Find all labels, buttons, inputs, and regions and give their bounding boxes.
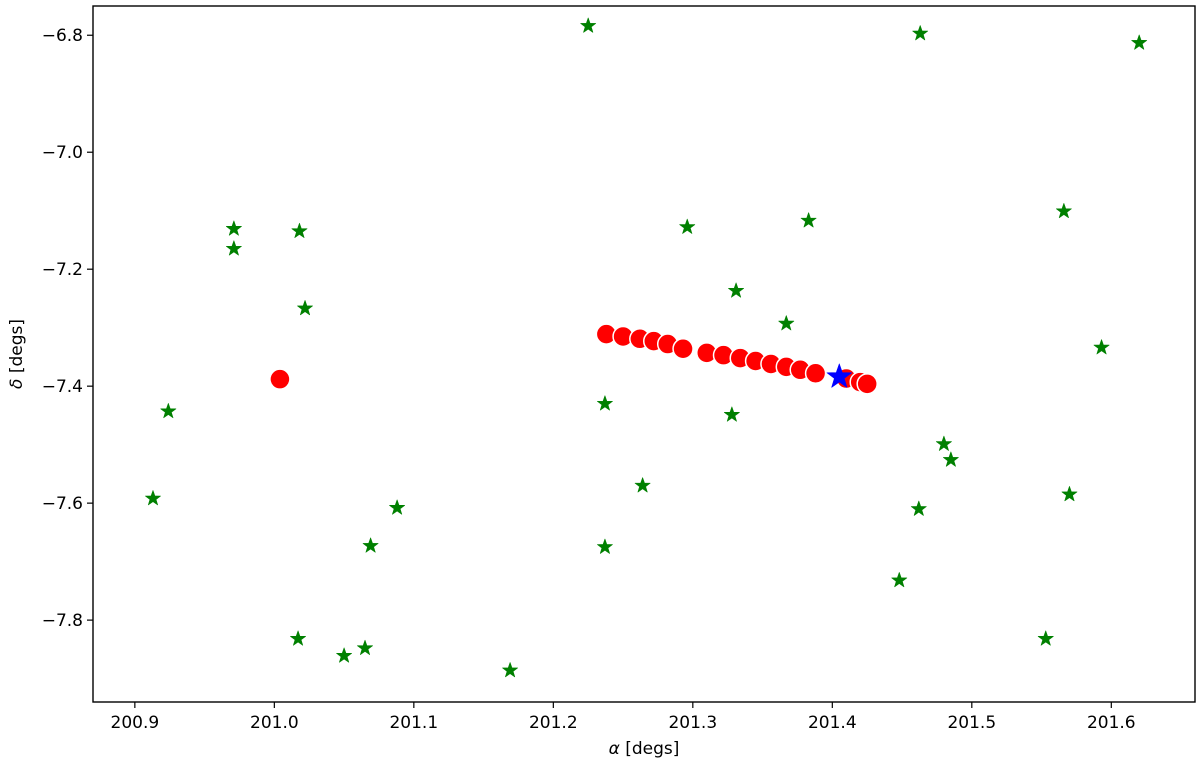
- series-0-point-4: [225, 240, 242, 256]
- series-0-point-13: [357, 639, 373, 655]
- series-0-point-1: [912, 25, 929, 41]
- series-0-point-2: [1131, 34, 1148, 50]
- y-axis: −6.8 −7.0 −7.2 −7.4 −7.6 −7.8: [42, 26, 93, 631]
- series-0-point-9: [389, 499, 405, 515]
- plot-area-frame: [92, 5, 1196, 703]
- x-tick-label-2: 201.1: [389, 713, 438, 733]
- x-tick-label-7: 201.6: [1087, 713, 1136, 733]
- y-tick-label-1: −7.0: [42, 143, 83, 163]
- series-0-point-18: [679, 218, 696, 234]
- x-tick-label-6: 201.5: [947, 713, 996, 733]
- series-0-point-11: [290, 630, 306, 646]
- y-tick-label-0: −6.8: [42, 26, 83, 46]
- series-0-point-7: [160, 403, 177, 419]
- series-0-point-8: [145, 490, 161, 506]
- series-0-point-17: [634, 477, 651, 493]
- x-tick-label-3: 201.2: [529, 713, 578, 733]
- x-axis: 200.9 201.0 201.1 201.2 201.3 201.4 201.5 201.6: [111, 702, 1136, 733]
- series-0-point-29: [1061, 486, 1078, 502]
- series-0-point-0: [580, 17, 597, 33]
- y-tick-label-3: −7.4: [42, 377, 83, 397]
- series-2: [826, 363, 852, 388]
- series-0-point-16: [597, 538, 613, 554]
- series-0-point-14: [502, 662, 518, 678]
- series-1: [269, 323, 878, 395]
- series-0-point-10: [362, 537, 379, 553]
- series-0-point-30: [1093, 339, 1110, 355]
- series-1-point-14: [804, 362, 827, 385]
- series-0-point-21: [778, 315, 795, 331]
- series-1-point-0: [269, 368, 291, 390]
- y-tick-label-5: −7.8: [42, 611, 83, 631]
- y-axis-label: δ [degs]: [7, 319, 27, 389]
- series-0-point-22: [800, 212, 817, 228]
- y-axis-symbol: δ: [7, 379, 27, 389]
- series-0-point-25: [936, 435, 952, 451]
- series-0-point-23: [891, 572, 908, 588]
- data-marks: [145, 17, 1148, 678]
- x-axis-symbol: α: [609, 739, 620, 759]
- x-axis-unit: [degs]: [620, 739, 680, 759]
- y-tick-label-4: −7.6: [42, 494, 83, 514]
- series-0-point-20: [723, 406, 740, 422]
- series-0-point-28: [1055, 202, 1072, 219]
- series-0-point-19: [728, 282, 744, 298]
- series-1-point-6: [672, 337, 694, 360]
- x-tick-label-5: 201.4: [808, 713, 857, 733]
- y-axis-unit: [degs]: [7, 319, 27, 379]
- series-0-point-15: [597, 395, 613, 411]
- series-2-point-0: [826, 363, 852, 388]
- series-0: [145, 17, 1148, 678]
- x-tick-label-1: 201.0: [250, 713, 299, 733]
- y-tick-label-2: −7.2: [42, 260, 83, 280]
- series-0-point-3: [225, 220, 242, 236]
- series-0-point-24: [910, 500, 927, 516]
- series-0-point-26: [942, 451, 959, 467]
- series-0-point-6: [297, 300, 313, 316]
- x-axis-label: α [degs]: [609, 739, 680, 759]
- series-0-point-5: [291, 222, 308, 238]
- series-0-point-12: [336, 647, 352, 663]
- series-0-point-27: [1037, 630, 1054, 646]
- x-tick-label-4: 201.3: [668, 713, 717, 733]
- series-1-point-17: [856, 373, 878, 395]
- x-tick-label-0: 200.9: [111, 713, 160, 733]
